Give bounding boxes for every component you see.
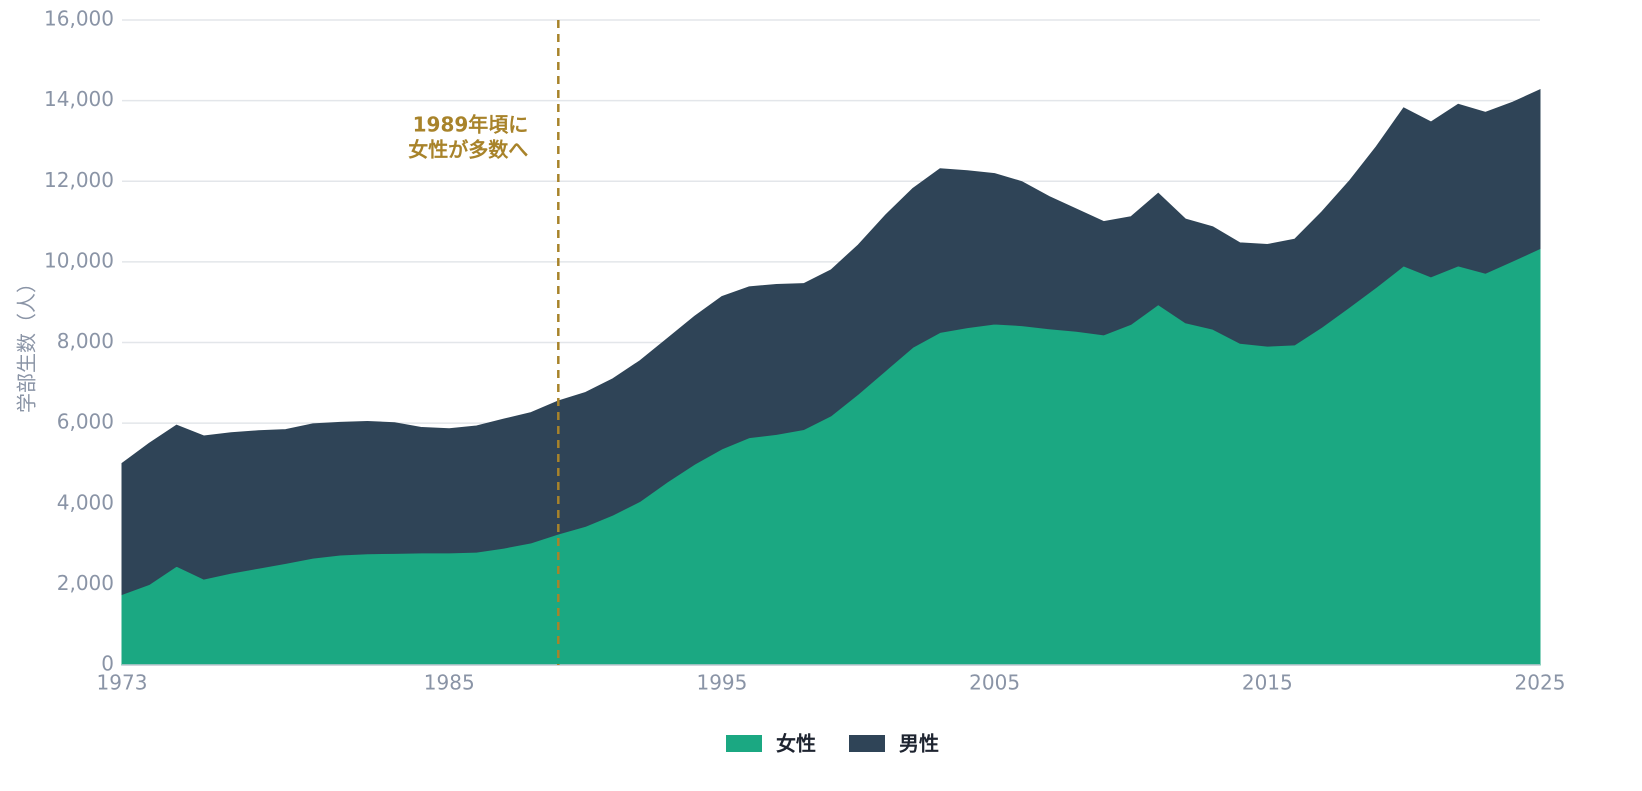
y-tick-label: 16,000 — [44, 7, 114, 31]
legend-label: 男性 — [899, 732, 939, 756]
y-tick-label: 12,000 — [44, 168, 114, 192]
annotation-text: 1989年頃に — [413, 113, 529, 137]
y-tick-label: 0 — [101, 652, 114, 676]
annotation-text: 女性が多数へ — [408, 138, 528, 162]
x-tick-label: 2015 — [1242, 671, 1293, 695]
y-tick-label: 8,000 — [57, 329, 114, 353]
x-tick-label: 2025 — [1515, 671, 1566, 695]
y-tick-label: 10,000 — [44, 248, 114, 272]
x-tick-label: 1973 — [97, 671, 148, 695]
x-tick-label: 1985 — [424, 671, 475, 695]
x-tick-label: 2005 — [969, 671, 1020, 695]
area — [121, 88, 1541, 596]
y-tick-label: 14,000 — [44, 87, 114, 111]
legend-swatch — [849, 735, 885, 752]
y-axis-label: 学部生数（人） — [15, 273, 39, 413]
x-tick-label: 1995 — [696, 671, 747, 695]
legend-swatch — [726, 735, 762, 752]
y-tick-label: 2,000 — [57, 571, 114, 595]
y-tick-label: 4,000 — [57, 490, 114, 514]
legend-label: 女性 — [776, 732, 816, 756]
y-tick-label: 6,000 — [57, 410, 114, 434]
